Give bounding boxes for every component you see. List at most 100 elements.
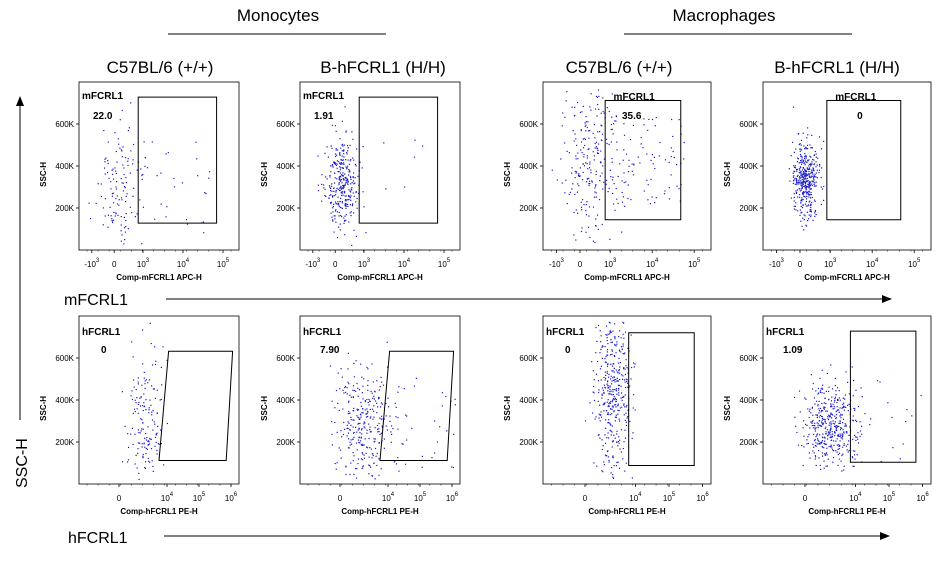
event-dot bbox=[839, 422, 841, 424]
event-dot bbox=[348, 194, 350, 197]
event-dot bbox=[848, 440, 850, 442]
event-dot bbox=[821, 148, 823, 150]
event-dot bbox=[611, 370, 613, 372]
event-dot bbox=[816, 443, 819, 445]
event-dot bbox=[585, 130, 587, 132]
event-dot bbox=[345, 203, 347, 205]
event-dot bbox=[613, 363, 615, 365]
event-dot bbox=[342, 191, 344, 193]
event-dot bbox=[808, 159, 810, 161]
x-tick-label: 104 bbox=[866, 258, 879, 269]
event-dot bbox=[817, 425, 819, 427]
event-dot bbox=[799, 411, 801, 413]
event-dot bbox=[813, 154, 815, 156]
event-dot bbox=[823, 467, 825, 469]
event-dot bbox=[843, 443, 845, 445]
event-dot bbox=[827, 438, 829, 440]
event-dot bbox=[317, 155, 319, 157]
event-dot bbox=[605, 356, 607, 358]
event-dot bbox=[611, 161, 613, 163]
event-dot bbox=[806, 195, 808, 197]
event-dot bbox=[579, 175, 581, 177]
event-dot bbox=[340, 368, 342, 370]
event-dot bbox=[607, 363, 609, 365]
event-dot bbox=[342, 433, 345, 436]
event-dot bbox=[800, 167, 802, 169]
event-dot bbox=[830, 446, 832, 448]
event-dot bbox=[347, 147, 349, 149]
event-dot bbox=[843, 402, 845, 404]
event-dot bbox=[840, 414, 842, 416]
event-dot bbox=[804, 147, 807, 149]
event-dot bbox=[830, 404, 832, 406]
event-dot bbox=[373, 462, 375, 464]
event-dot bbox=[352, 432, 355, 434]
event-dot bbox=[153, 421, 155, 423]
event-dot bbox=[606, 383, 608, 385]
event-dot bbox=[361, 433, 363, 435]
event-dot bbox=[624, 374, 626, 376]
event-dot bbox=[383, 438, 385, 440]
event-dot bbox=[619, 407, 621, 409]
event-dot bbox=[803, 172, 805, 174]
event-dot bbox=[118, 143, 120, 145]
event-dot bbox=[339, 206, 341, 208]
event-dot bbox=[575, 172, 577, 174]
event-dot bbox=[803, 196, 805, 198]
event-dot bbox=[132, 163, 134, 165]
event-dot bbox=[800, 139, 803, 141]
event-dot bbox=[803, 180, 805, 182]
event-dot bbox=[578, 185, 580, 187]
event-dot bbox=[811, 406, 813, 408]
event-dot bbox=[350, 178, 352, 181]
event-dot bbox=[367, 368, 369, 370]
event-dot bbox=[831, 436, 833, 439]
event-dot bbox=[622, 159, 624, 161]
event-dot bbox=[812, 414, 814, 416]
y-tick-label: 200K bbox=[276, 438, 295, 447]
event-dot bbox=[381, 418, 383, 420]
event-dot bbox=[359, 432, 361, 434]
event-dot bbox=[128, 127, 130, 129]
event-dot bbox=[794, 177, 796, 179]
event-dot bbox=[810, 197, 812, 199]
event-dot bbox=[361, 467, 363, 470]
x-tick-label: 105 bbox=[217, 258, 230, 269]
event-dot bbox=[804, 170, 806, 172]
event-dot bbox=[809, 168, 811, 170]
event-dot bbox=[821, 392, 823, 394]
event-dot bbox=[605, 410, 608, 412]
plot-frame bbox=[78, 81, 240, 251]
event-dot bbox=[840, 417, 842, 419]
event-dot bbox=[362, 453, 364, 455]
event-dot bbox=[853, 454, 856, 456]
event-dot bbox=[598, 199, 601, 201]
event-dot bbox=[819, 377, 821, 379]
event-dot bbox=[113, 219, 115, 221]
y-tick-label: 600K bbox=[276, 120, 295, 129]
event-dot bbox=[578, 175, 580, 177]
event-dot bbox=[331, 124, 333, 126]
event-dot bbox=[330, 187, 332, 189]
event-dot bbox=[801, 179, 803, 181]
event-dot bbox=[627, 409, 629, 411]
event-dot bbox=[818, 169, 821, 171]
event-dot bbox=[668, 198, 671, 200]
event-dot bbox=[346, 168, 348, 170]
event-dot bbox=[560, 158, 562, 160]
event-dot bbox=[614, 338, 616, 340]
y-axis-label: SSC-H bbox=[723, 396, 732, 421]
event-dot bbox=[610, 141, 612, 143]
event-dot bbox=[121, 109, 123, 112]
event-dot bbox=[353, 362, 355, 364]
event-dot bbox=[621, 374, 623, 376]
event-dot bbox=[141, 419, 143, 421]
event-dot bbox=[620, 429, 623, 431]
event-dot bbox=[333, 161, 335, 163]
event-dot bbox=[618, 418, 620, 420]
event-dot bbox=[337, 201, 339, 203]
event-dot bbox=[576, 144, 578, 146]
event-dot bbox=[342, 175, 344, 177]
event-dot bbox=[595, 416, 597, 418]
event-dot bbox=[363, 423, 365, 425]
